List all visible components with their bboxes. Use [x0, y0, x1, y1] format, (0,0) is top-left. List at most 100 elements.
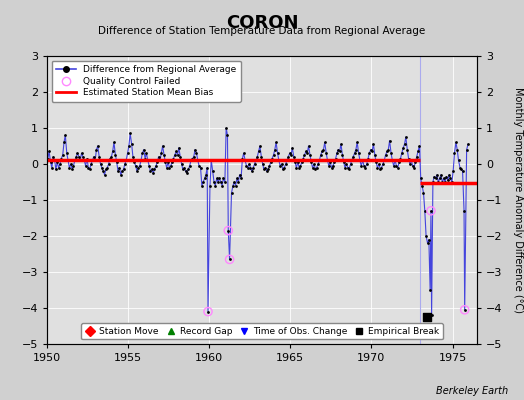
Point: [190, 154, 198, 160]
Point: [387, 150, 395, 156]
Point: [92, 146, 101, 153]
Point: [463, 146, 471, 153]
Point: [210, 179, 218, 185]
Point: [384, 146, 392, 153]
Point: [133, 168, 141, 174]
Point: [298, 159, 306, 166]
Point: [144, 157, 152, 164]
Point: [328, 164, 336, 171]
Point: [104, 161, 113, 167]
Point: [245, 161, 254, 167]
Point: [62, 150, 71, 156]
Point: [136, 162, 144, 169]
Point: [84, 164, 93, 171]
Point: [453, 146, 462, 153]
Point: [102, 166, 110, 173]
Point: [457, 166, 465, 173]
Point: [368, 148, 376, 154]
Point: [188, 155, 196, 162]
Point: [61, 132, 70, 138]
Point: [64, 157, 72, 164]
Point: [423, 240, 432, 246]
Point: [227, 190, 236, 196]
Point: [288, 145, 297, 151]
Point: [43, 155, 52, 162]
Point: [78, 150, 86, 156]
Point: [185, 162, 194, 169]
Point: [108, 148, 117, 154]
Point: [69, 162, 78, 169]
Point: [403, 146, 411, 153]
Point: [323, 157, 332, 164]
Point: [137, 157, 145, 164]
Point: [427, 208, 435, 214]
Point: [239, 150, 248, 156]
Point: [295, 164, 303, 171]
Point: [184, 166, 193, 173]
Point: [292, 164, 301, 171]
Point: [237, 175, 245, 182]
Point: [88, 157, 96, 164]
Point: [138, 150, 147, 156]
Point: [83, 155, 91, 162]
Point: [192, 150, 201, 156]
Point: [150, 166, 159, 173]
Point: [363, 161, 371, 167]
Point: [67, 161, 75, 167]
Point: [375, 161, 383, 167]
Point: [367, 146, 375, 153]
Point: [158, 143, 167, 149]
Point: [169, 155, 178, 162]
Point: [71, 157, 79, 164]
Point: [445, 172, 453, 178]
Point: [203, 164, 211, 171]
Point: [326, 159, 334, 166]
Point: [90, 154, 98, 160]
Point: [283, 157, 291, 164]
Point: [165, 164, 173, 171]
Point: [65, 164, 73, 171]
Point: [364, 155, 372, 162]
Point: [206, 182, 214, 189]
Point: [435, 175, 444, 182]
Point: [316, 152, 325, 158]
Point: [428, 312, 436, 318]
Point: [410, 164, 418, 171]
Point: [277, 161, 286, 167]
Point: [73, 150, 82, 156]
Point: [430, 174, 439, 180]
Point: [353, 139, 362, 146]
Point: [411, 159, 420, 166]
Point: [306, 152, 314, 158]
Point: [211, 182, 220, 189]
Point: [398, 150, 406, 156]
Point: [213, 175, 221, 182]
Point: [318, 148, 326, 154]
Point: [250, 161, 259, 167]
Point: [426, 287, 434, 293]
Point: [438, 179, 446, 185]
Point: [75, 154, 83, 160]
Point: [391, 157, 399, 164]
Point: [87, 161, 95, 167]
Point: [415, 143, 423, 149]
Point: [421, 208, 429, 214]
Point: [369, 141, 378, 147]
Point: [110, 139, 118, 146]
Point: [400, 141, 409, 147]
Point: [139, 146, 148, 153]
Point: [433, 172, 441, 178]
Point: [248, 168, 256, 174]
Point: [441, 179, 449, 185]
Point: [123, 150, 132, 156]
Point: [122, 157, 130, 164]
Point: [162, 164, 171, 171]
Point: [127, 141, 136, 147]
Point: [365, 150, 374, 156]
Point: [54, 164, 63, 171]
Point: [372, 159, 380, 166]
Point: [351, 150, 359, 156]
Point: [106, 155, 114, 162]
Point: [111, 152, 119, 158]
Point: [454, 157, 463, 164]
